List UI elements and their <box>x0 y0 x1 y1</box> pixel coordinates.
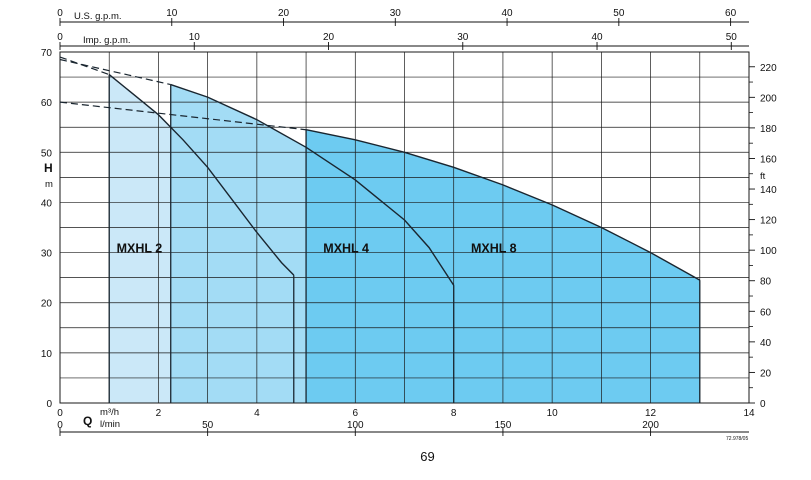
bottom-axis-2-tick-label: 100 <box>347 420 364 431</box>
top-axis-2-tick-label: 10 <box>189 32 201 43</box>
y-tick-label: 20 <box>41 299 53 310</box>
y-right-tick-label: 140 <box>760 185 777 196</box>
top-axis-1-unit: U.S. g.p.m. <box>74 11 122 22</box>
series-label: MXHL 2 <box>117 242 163 256</box>
bottom-axis-2-tick-label: 0 <box>57 420 63 431</box>
y-right-tick-label: 120 <box>760 216 777 227</box>
top-axis-2-tick-label: 30 <box>457 32 469 43</box>
y-axis-unit: m <box>45 179 53 190</box>
y-tick-label: 40 <box>41 198 53 209</box>
y-right-tick-label: 40 <box>760 338 772 349</box>
top-axis-1-tick-label: 20 <box>278 8 290 19</box>
x-tick-label: 4 <box>254 408 260 419</box>
x-axis-letter: Q <box>83 414 92 428</box>
top-axis-1-tick-label: 40 <box>502 8 514 19</box>
y-right-tick-label: 200 <box>760 93 777 104</box>
bottom-axis-2-tick-label: 150 <box>495 420 512 431</box>
y-right-tick-label: 180 <box>760 124 777 135</box>
top-axis-1-tick-label: 0 <box>57 8 63 19</box>
y-right-tick-label: 160 <box>760 154 777 165</box>
series-label: MXHL 8 <box>471 242 517 256</box>
curve-2 <box>170 83 455 286</box>
performance-curves: MXHL 2 MXHL 4 MXHL 8 <box>59 56 701 403</box>
y-tick-label: 70 <box>41 48 53 59</box>
x-tick-label: 10 <box>547 408 559 419</box>
y-tick-label: 50 <box>41 148 53 159</box>
top-axis-2-tick-label: 20 <box>323 32 335 43</box>
curve-3 <box>305 129 701 281</box>
top-axis-1-tick-label: 10 <box>166 8 178 19</box>
top-axis-1-tick-label: 50 <box>613 8 625 19</box>
y-right-tick-label: 220 <box>760 63 777 74</box>
curve-extension <box>59 58 171 86</box>
chart-grid <box>59 51 750 404</box>
x-tick-label: 6 <box>353 408 359 419</box>
top-axis-1-tick-label: 60 <box>725 8 737 19</box>
curve-1 <box>108 74 295 276</box>
y-right-tick-label: 60 <box>760 307 772 318</box>
x-tick-label: 12 <box>645 408 657 419</box>
x-tick-label: 8 <box>451 408 457 419</box>
y-axis-letter: H <box>44 161 53 175</box>
x-tick-label: 0 <box>57 408 63 419</box>
top-axis-2-tick-label: 50 <box>726 32 738 43</box>
y-tick-label: 10 <box>41 349 53 360</box>
y-tick-label: 60 <box>41 98 53 109</box>
bottom-axis-2-tick-label: 200 <box>642 420 659 431</box>
page-number: 69 <box>420 449 435 464</box>
top-axis-2-tick-label: 40 <box>591 32 603 43</box>
y-right-tick-label: 80 <box>760 277 772 288</box>
y-tick-label: 0 <box>46 399 52 410</box>
top-axis-2-tick-label: 0 <box>57 32 63 43</box>
x-axis-secondary-unit: l/min <box>100 419 120 430</box>
bottom-axis-2-tick-label: 50 <box>202 420 214 431</box>
curve-extension <box>59 101 307 131</box>
top-axis-1-tick-label: 30 <box>390 8 402 19</box>
y-right-tick-label: 20 <box>760 368 772 379</box>
y-right-axis-unit: ft <box>760 171 766 182</box>
x-tick-label: 2 <box>156 408 162 419</box>
x-tick-label: 14 <box>743 408 755 419</box>
y-tick-label: 30 <box>41 249 53 260</box>
curve-extension <box>59 56 110 76</box>
y-right-tick-label: 0 <box>760 399 766 410</box>
top-axis-2-unit: Imp. g.p.m. <box>83 35 131 46</box>
x-axis-unit: m³/h <box>100 407 119 418</box>
figure-code: 72.978/05 <box>726 436 748 442</box>
series-label: MXHL 4 <box>323 242 369 256</box>
plot-frame <box>59 51 750 404</box>
y-right-tick-label: 100 <box>760 246 777 257</box>
